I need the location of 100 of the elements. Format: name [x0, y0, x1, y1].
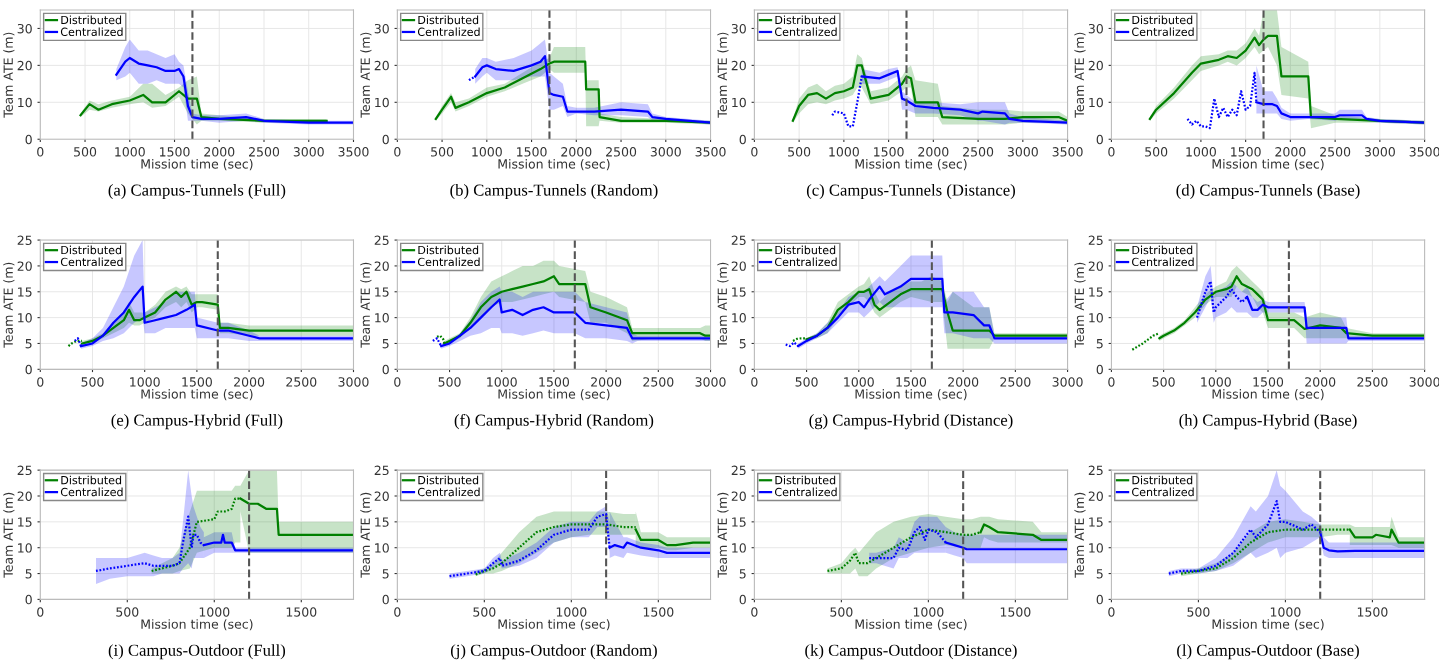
x-axis-title: Mission time (sec) — [1212, 158, 1324, 171]
x-tick-label: 500 — [788, 147, 811, 157]
x-tick-label: 0 — [751, 377, 758, 387]
y-tick-label: 15 — [1089, 517, 1103, 527]
y-axis-title: Team ATE (m) — [1074, 32, 1086, 118]
x-tick-label: 1500 — [1000, 607, 1031, 617]
y-tick-label: 5 — [1096, 339, 1103, 349]
y-axis-title: Team ATE (m) — [717, 492, 729, 578]
x-tick-label: 1000 — [844, 377, 874, 387]
text: (k) Campus-Outdoor (Distance) — [805, 644, 1017, 660]
y-tick-label: 15 — [732, 517, 746, 527]
y-axis-title: Team ATE (m) — [360, 492, 372, 578]
y-tick-label: 30 — [1088, 23, 1103, 34]
y-tick-label: 25 — [17, 235, 32, 245]
text: (g) Campus-Hybrid (Distance) — [809, 414, 1013, 430]
text: (d) Campus-Tunnels (Base) — [1176, 183, 1360, 200]
x-tick-label: 2000 — [918, 147, 949, 157]
x-tick-label: 2000 — [1275, 147, 1306, 157]
text: (b) Campus-Tunnels (Random) — [450, 183, 658, 200]
y-axis-title: Team ATE (m) — [1074, 262, 1086, 348]
y-tick-label: 25 — [731, 465, 746, 476]
x-tick-label: 1500 — [1253, 377, 1284, 387]
y-tick-label: 20 — [1088, 60, 1103, 71]
x-tick-label: 0 — [1108, 147, 1115, 157]
x-tick-label: 1000 — [199, 607, 230, 617]
x-tick-label: 1000 — [115, 147, 145, 157]
y-axis-title: Team ATE (m) — [3, 262, 15, 348]
x-axis-title: Mission time (sec) — [498, 158, 610, 171]
y-tick-label: 15 — [732, 287, 746, 297]
y-tick-label: 5 — [382, 339, 389, 349]
y-tick-label: 0 — [25, 134, 32, 145]
y-tick-label: 20 — [374, 60, 389, 71]
x-tick-label: 1500 — [517, 147, 547, 157]
x-tick-label: 1000 — [1201, 377, 1231, 387]
legend-label: Centralized — [1132, 487, 1194, 497]
x-tick-label: 500 — [795, 377, 818, 387]
x-tick-label: 2500 — [963, 147, 994, 157]
legend-label: Centralized — [1132, 257, 1194, 267]
x-tick-label: 1000 — [472, 147, 502, 157]
legend-label: Distributed — [775, 15, 836, 25]
y-tick-label: 15 — [375, 287, 389, 297]
y-tick-label: 5 — [739, 339, 746, 349]
y-tick-label: 10 — [732, 97, 746, 108]
y-tick-label: 0 — [25, 594, 32, 605]
x-tick-label: 1000 — [1186, 147, 1216, 157]
y-tick-label: 25 — [731, 235, 746, 245]
y-tick-label: 0 — [1096, 134, 1103, 145]
x-tick-label: 500 — [438, 377, 461, 387]
legend-label: Distributed — [61, 245, 122, 255]
y-tick-label: 20 — [374, 491, 389, 501]
x-tick-label: 0 — [37, 147, 44, 157]
x-tick-label: 1500 — [159, 147, 190, 157]
y-tick-label: 20 — [374, 261, 389, 271]
y-tick-label: 5 — [1096, 569, 1103, 579]
y-tick-label: 10 — [1089, 543, 1103, 553]
x-tick-label: 1500 — [182, 377, 212, 387]
x-tick-label: 3500 — [338, 147, 369, 157]
y-tick-label: 5 — [739, 569, 746, 579]
x-tick-label: 2500 — [249, 147, 280, 157]
y-axis-title: Team ATE (m) — [1074, 492, 1086, 578]
x-tick-label: 0 — [1108, 607, 1115, 617]
x-axis-title: Mission time (sec) — [855, 619, 967, 631]
y-tick-label: 10 — [375, 97, 389, 108]
x-tick-label: 2000 — [948, 377, 979, 387]
x-tick-label: 0 — [751, 147, 758, 157]
x-tick-label: 500 — [830, 607, 853, 617]
y-tick-label: 10 — [18, 313, 32, 323]
y-tick-label: 15 — [1089, 287, 1103, 297]
x-tick-label: 0 — [394, 377, 401, 387]
y-tick-label: 25 — [374, 235, 389, 245]
line-series — [434, 60, 711, 124]
y-tick-label: 20 — [731, 491, 746, 501]
x-tick-label: 1500 — [539, 377, 570, 387]
y-tick-label: 10 — [18, 543, 32, 553]
x-tick-label: 2500 — [606, 147, 637, 157]
x-tick-label: 3000 — [338, 377, 369, 387]
y-tick-label: 25 — [17, 465, 32, 476]
x-tick-label: 500 — [1145, 147, 1168, 157]
y-axis-title: Team ATE (m) — [360, 262, 372, 348]
legend-label: Centralized — [417, 27, 480, 37]
x-tick-label: 1000 — [487, 377, 517, 387]
legend-label: Distributed — [418, 245, 479, 255]
y-tick-label: 10 — [1089, 313, 1103, 323]
x-tick-label: 2500 — [1000, 377, 1031, 387]
text: (i) Campus-Outdoor (Full) — [108, 644, 286, 660]
legend-label: Distributed — [1132, 475, 1193, 485]
legend-label: Distributed — [775, 245, 836, 255]
x-tick-label: 3000 — [650, 147, 681, 157]
y-tick-label: 30 — [17, 23, 32, 34]
y-tick-label: 0 — [739, 134, 746, 145]
y-tick-label: 25 — [1088, 465, 1103, 476]
y-tick-label: 20 — [17, 60, 32, 71]
legend-label: Distributed — [61, 15, 122, 25]
line-series — [115, 56, 354, 124]
legend-label: Centralized — [775, 487, 837, 497]
x-axis-title: Mission time (sec) — [855, 389, 967, 401]
y-tick-label: 10 — [375, 543, 389, 553]
y-axis-title: Team ATE (m) — [3, 32, 15, 118]
x-tick-label: 1500 — [643, 607, 674, 617]
line-series — [791, 64, 1068, 122]
